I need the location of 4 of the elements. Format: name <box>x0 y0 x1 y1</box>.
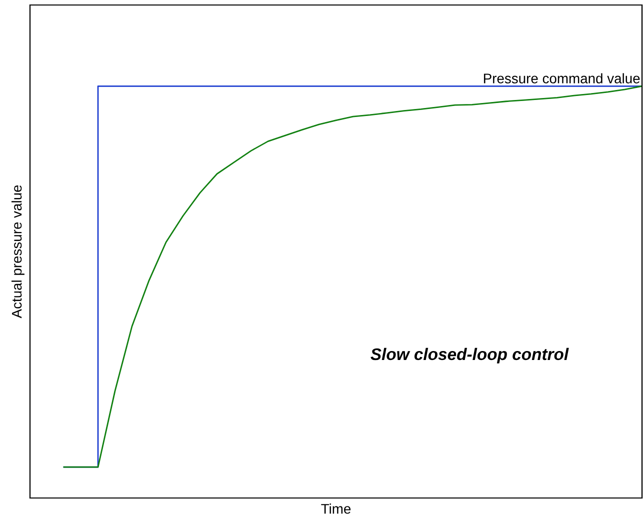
y-axis-title: Actual pressure value <box>11 185 24 318</box>
x-axis-title: Time <box>321 504 351 514</box>
series-label: Pressure command value <box>484 73 640 84</box>
annotation: Slow closed-loop control <box>370 348 569 364</box>
